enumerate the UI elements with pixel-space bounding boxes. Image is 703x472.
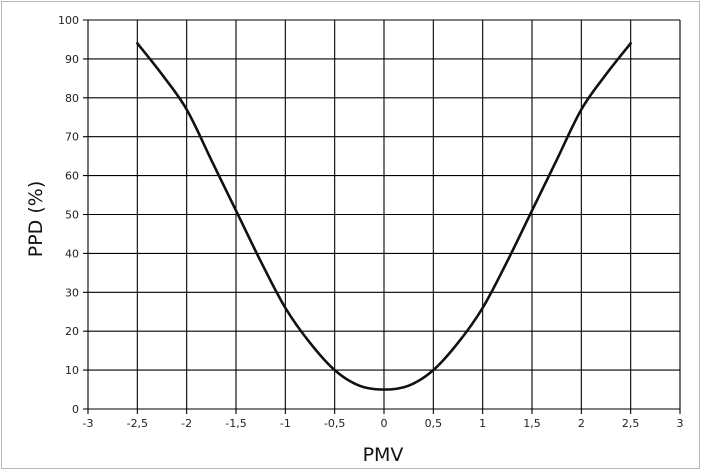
x-tick-label: -2 xyxy=(181,417,192,430)
y-tick-label: 0 xyxy=(72,403,79,416)
x-tick-label: 0,5 xyxy=(425,417,443,430)
x-tick-label: 0 xyxy=(381,417,388,430)
x-tick-label: 3 xyxy=(677,417,684,430)
y-tick-labels: 0 10 20 30 40 50 60 70 80 90 100 xyxy=(58,14,79,416)
y-tick-label: 50 xyxy=(65,209,79,222)
y-tick-label: 80 xyxy=(65,92,79,105)
x-tick-label: 2 xyxy=(578,417,585,430)
x-tick-label: -0,5 xyxy=(324,417,345,430)
x-tick-label: 1,5 xyxy=(523,417,541,430)
ppd-curve-layer xyxy=(136,42,632,391)
x-tick-label: -1 xyxy=(280,417,291,430)
y-axis-title: PPD (%) xyxy=(25,181,47,257)
x-tick-labels: -3 -2,5 -2 -1,5 -1 -0,5 0 0,5 1 1,5 2 2,5 3 xyxy=(83,417,684,430)
y-tick-label: 90 xyxy=(65,53,79,66)
x-tick-label: 1 xyxy=(479,417,486,430)
y-tick-label: 70 xyxy=(65,131,79,144)
grid-lines xyxy=(83,19,681,414)
x-tick-label: -2,5 xyxy=(127,417,148,430)
x-tick-label: -1,5 xyxy=(225,417,246,430)
y-tick-label: 40 xyxy=(65,247,79,260)
x-tick-label: 2,5 xyxy=(622,417,640,430)
y-tick-label: 30 xyxy=(65,286,79,299)
y-tick-label: 100 xyxy=(58,14,79,27)
x-axis-title: PMV xyxy=(363,444,404,466)
y-tick-label: 20 xyxy=(65,325,79,338)
y-tick-label: 60 xyxy=(65,170,79,183)
x-tick-label: -3 xyxy=(83,417,94,430)
ppd-curve-line-0 xyxy=(136,42,632,391)
y-tick-label: 10 xyxy=(65,364,79,377)
